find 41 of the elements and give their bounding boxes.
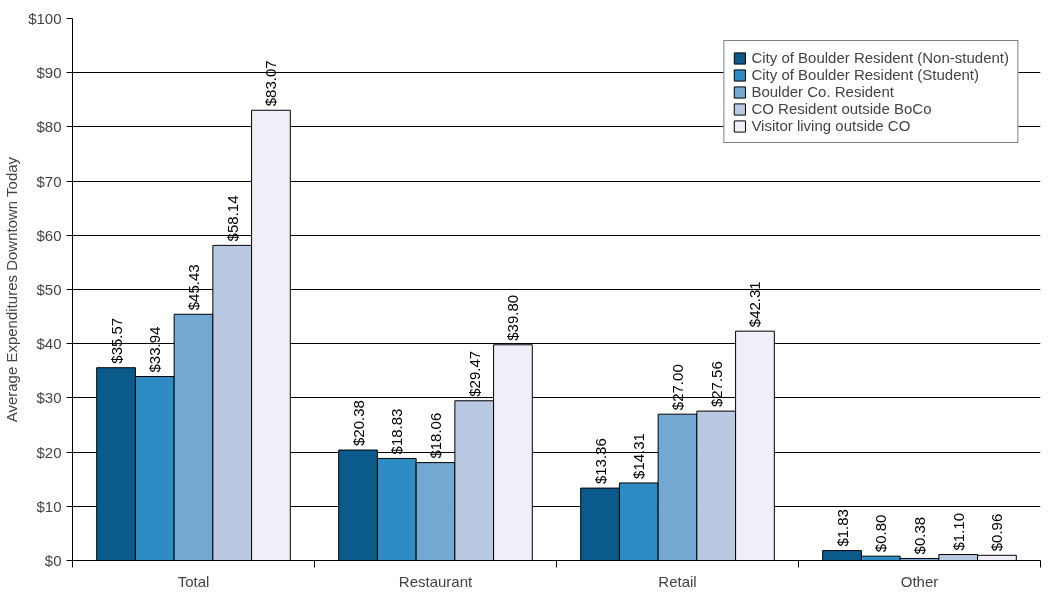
data-label: $42.31	[746, 281, 764, 328]
data-label: $58.14	[223, 195, 241, 242]
y-axis-title: Average Expenditures Downtown Today	[3, 156, 21, 423]
y-tick-label: $20	[36, 443, 62, 461]
data-label: $13.36	[591, 438, 609, 485]
data-label: $29.47	[465, 350, 483, 397]
data-label: $18.83	[388, 408, 406, 455]
y-tick-label: $0	[44, 552, 62, 569]
y-tick-label: $100	[28, 10, 62, 27]
data-label: $0.96	[988, 513, 1006, 552]
data-label: $1.10	[949, 512, 967, 551]
data-label: $83.07	[262, 60, 280, 107]
data-label: $1.83	[833, 509, 851, 547]
data-label: $20.38	[349, 400, 367, 447]
y-tick-label: $30	[36, 389, 62, 407]
x-tick-label: Restaurant	[398, 572, 474, 590]
legend-label: Visitor living outside CO	[751, 117, 911, 134]
data-label: $39.80	[504, 294, 522, 341]
data-label: $27.00	[669, 364, 686, 411]
legend-label: CO Resident outside BoCo	[751, 100, 932, 117]
data-label: $33.94	[146, 326, 164, 373]
y-tick-label: $50	[36, 281, 62, 298]
data-label: $18.06	[427, 412, 444, 459]
data-label: $35.57	[107, 317, 125, 364]
legend-label: City of Boulder Resident (Student)	[751, 66, 979, 83]
y-tick-label: $80	[36, 118, 62, 136]
legend-label: City of Boulder Resident (Non-student)	[751, 49, 1009, 66]
data-label: $27.56	[707, 361, 725, 408]
y-tick-label: $10	[36, 497, 62, 515]
data-label: $45.43	[185, 264, 202, 311]
x-tick-label: Total	[177, 572, 210, 590]
data-label: $0.80	[872, 514, 890, 553]
x-tick-label: Other	[900, 572, 939, 590]
x-tick-label: Retail	[658, 572, 697, 590]
y-tick-label: $40	[36, 335, 62, 353]
y-tick-label: $70	[36, 172, 62, 190]
data-label: $0.38	[911, 516, 928, 555]
legend-label: Boulder Co. Resident	[751, 83, 894, 100]
y-tick-label: $60	[36, 226, 62, 244]
y-tick-label: $90	[36, 64, 62, 82]
data-label: $14.31	[630, 433, 648, 479]
